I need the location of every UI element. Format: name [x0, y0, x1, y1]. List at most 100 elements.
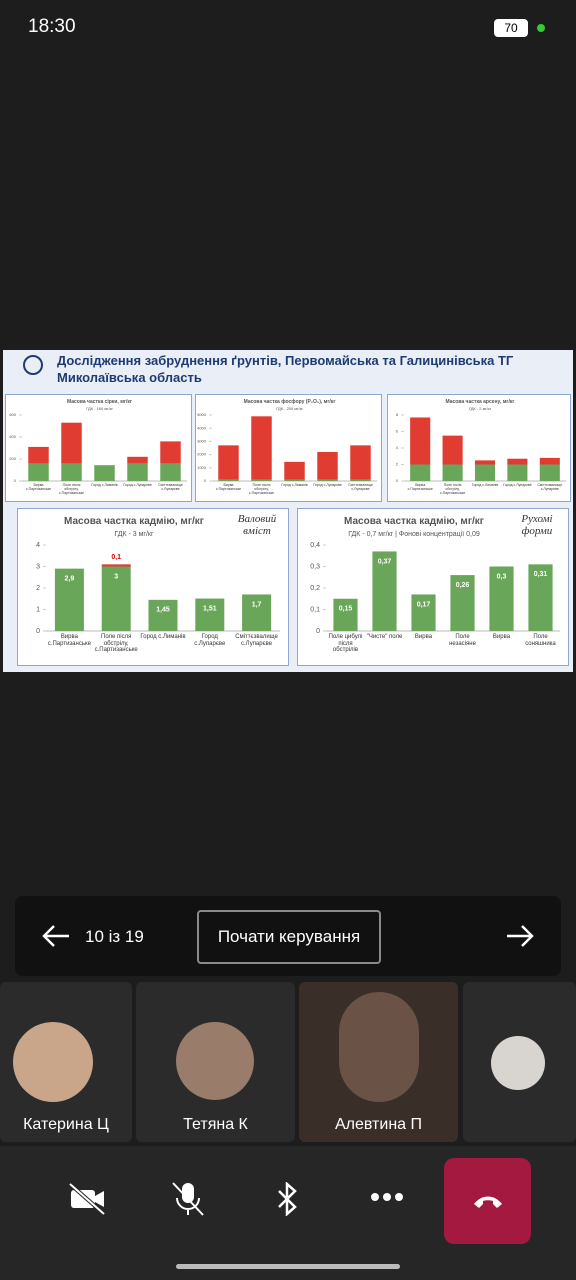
value-label: 2,9 [65, 575, 75, 582]
call-dot [537, 24, 545, 32]
video-face [339, 992, 419, 1102]
next-button[interactable] [505, 924, 535, 948]
category-label: Сміттєзвалище с.Лупарєве [348, 483, 373, 491]
bar [101, 566, 131, 631]
chart-panel: Масова частка арсену, мг/кг ГДК - 2 мг/кг… [387, 394, 571, 502]
mic-button[interactable] [170, 1180, 206, 1218]
participant-video[interactable]: Алевтина П [299, 982, 458, 1142]
chart-subtitle: ГДК - 2 мг/кг [468, 406, 492, 411]
chart-title: Масова частка фосфору (P₂O₅), мг/кг [243, 399, 336, 405]
participant-tile[interactable]: Тетяна К [136, 982, 295, 1142]
battery: 70 [494, 19, 528, 37]
value-label: 3 [114, 573, 118, 580]
call-toolbar [0, 1146, 576, 1280]
bar [507, 464, 528, 481]
value-label: 1,45 [156, 607, 170, 614]
category-label: Вирва с.Партизанське [47, 634, 91, 647]
category-label: Поле цибулі після обстрілів [328, 634, 363, 654]
bar [127, 456, 148, 464]
y-tick-label: 1 [36, 606, 40, 613]
clock: 18:30 [28, 16, 76, 37]
bar [127, 463, 148, 481]
category-label: Поле після обстрілу, с.Партизанське [248, 483, 275, 495]
category-label: Поле після обстрілу, с.Партизанське [94, 634, 138, 654]
category-label: Город с.Лиманів [281, 483, 308, 487]
presentation-controls: 10 із 19 Почати керування [15, 896, 561, 976]
bar [528, 564, 553, 631]
value-label: 1,7 [252, 601, 262, 608]
category-label: Сміттєзвалище с.Лупарєве [537, 483, 563, 491]
bar [218, 445, 239, 480]
category-label: Город с.Лиманів [91, 483, 118, 487]
y-tick-label: 0,1 [310, 606, 320, 613]
y-tick-label: 0,3 [310, 563, 320, 570]
y-tick-label: 2 [396, 462, 399, 467]
bar [442, 464, 463, 481]
chart-panel: Масова частка кадмію, мг/кг ГДК - 3 мг/кг… [17, 508, 289, 666]
bar [539, 464, 560, 481]
prev-button[interactable] [41, 924, 71, 948]
category-label: Город с.Лиманів [140, 634, 186, 640]
category-label: Поле незасіяне [449, 634, 476, 647]
logo [23, 355, 43, 375]
value-label: 0,15 [339, 606, 353, 613]
y-tick-label: 0 [396, 478, 399, 483]
category-label: "Чисте" поле [366, 634, 403, 640]
participant-name: Алевтина П [335, 1116, 422, 1133]
y-tick-label: 8 [396, 412, 399, 417]
value-label: 0,31 [534, 571, 548, 578]
y-tick-label: 200 [9, 456, 16, 461]
category-label: Сміттєзвалище с.Лупарєве [158, 483, 183, 491]
bar [507, 458, 528, 465]
value-label: 1,51 [203, 605, 217, 612]
bar [160, 463, 181, 481]
category-label: Вирва с.Партизанське [407, 483, 433, 491]
bluetooth-button[interactable] [274, 1182, 300, 1216]
chart-subtitle: ГДК - 3 мг/кг [114, 531, 154, 538]
bar [410, 417, 431, 465]
value-label: 0,17 [417, 601, 431, 608]
y-tick-label: 6 [396, 429, 399, 434]
bar [242, 594, 272, 631]
chart-plot: 0 1000 2000 3000 4000 5000 [197, 412, 377, 483]
value-label: 0,3 [497, 573, 507, 580]
chart-subtitle: ГДК - 160 мг/кг [86, 406, 113, 411]
y-tick-label: 0,2 [310, 585, 320, 592]
value-label: 0,26 [456, 582, 470, 589]
chart-title: Масова частка сірки, мг/кг [67, 399, 132, 405]
category-label: Город с.Лупарєве [123, 483, 152, 487]
category-label: Вирва с.Партизанське [215, 483, 242, 491]
hang-up-icon [474, 1196, 502, 1208]
hang-up-button[interactable] [444, 1158, 531, 1244]
slide-title: Дослідження забруднення ґрунтів, Первома… [57, 353, 514, 368]
category-label: Город с.Лиманів [471, 483, 499, 487]
bar [94, 465, 115, 481]
chart-annotation: Рухомі форми [521, 513, 553, 537]
chart-plot: 0 0,1 0,2 0,3 0,4 0,15 0,37 0,17 0,26 0,3 0,31 [310, 542, 560, 635]
category-label: Вирва [492, 634, 511, 640]
bar [54, 568, 84, 631]
chart-panel: Масова частка сірки, мг/кг ГДК - 160 мг/к… [5, 394, 192, 502]
y-tick-label: 1000 [197, 465, 207, 470]
bar [350, 445, 371, 480]
category-label: Поле соняшника [525, 634, 556, 647]
chart-panel: Масова частка фосфору (P₂O₅), мг/кг ГДК -… [195, 394, 382, 502]
y-tick-label: 600 [9, 412, 16, 417]
camera-button[interactable] [68, 1182, 108, 1216]
bar [284, 479, 305, 481]
control-button[interactable]: Почати керування [197, 910, 381, 964]
avatar [176, 1022, 254, 1100]
chart-plot: 0 1 2 3 4 2,9 3 1,45 1,51 1,7 0,1 [36, 542, 280, 635]
chart-annotation: Валовий вміст [237, 513, 277, 537]
participant-tile[interactable] [463, 982, 576, 1142]
y-tick-label: 0 [14, 478, 17, 483]
more-button[interactable] [370, 1192, 404, 1202]
bar [411, 594, 436, 631]
y-tick-label: 3 [36, 563, 40, 570]
chart-title: Масова частка кадмію, мг/кг [344, 516, 484, 527]
category-label: Город с.Лупарєве [313, 483, 342, 487]
participant-tile[interactable]: Катерина Ц [0, 982, 132, 1142]
category-label: Поле після обстрілу, с.Партизанське [439, 483, 466, 495]
bar [61, 422, 82, 464]
